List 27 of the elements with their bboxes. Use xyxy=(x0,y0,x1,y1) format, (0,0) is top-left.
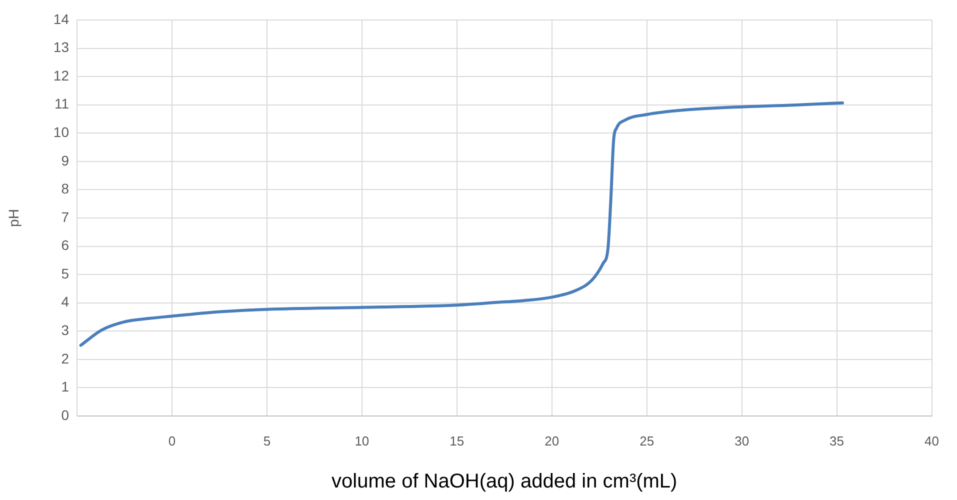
y-tick-label: 14 xyxy=(53,10,70,27)
x-tick-label: 25 xyxy=(640,433,654,448)
line-series xyxy=(79,101,844,347)
x-tick-label: 30 xyxy=(734,433,750,448)
y-tick-label: 10 xyxy=(53,124,70,140)
y-tick-label: 12 xyxy=(53,67,70,84)
x-tick-label: 10 xyxy=(354,433,370,448)
x-tick-label: 0 xyxy=(168,433,176,448)
y-axis-title: pH xyxy=(5,209,22,227)
x-tick-label: 35 xyxy=(830,433,844,448)
y-tick-label: 0 xyxy=(61,406,70,423)
x-tick-label: 40 xyxy=(924,433,940,448)
x-axis-title: volume of NaOH(aq) added in cm³(mL) xyxy=(332,470,678,493)
y-tick-label: 4 xyxy=(61,294,70,310)
y-tick-label: 8 xyxy=(61,180,70,197)
y-tick-label: 5 xyxy=(61,265,70,282)
x-tick-label: 15 xyxy=(450,433,464,448)
y-tick-label: 1 xyxy=(61,378,70,395)
y-tick-label: 11 xyxy=(54,96,70,112)
y-tick-label: 3 xyxy=(61,322,70,338)
y-tick-label: 6 xyxy=(61,237,70,254)
y-tick-label: 9 xyxy=(61,152,70,168)
x-tick-label: 5 xyxy=(263,433,271,448)
y-tick-label: 13 xyxy=(53,39,70,56)
x-tick-label: 20 xyxy=(544,433,560,448)
y-tick-label: 2 xyxy=(61,350,70,366)
y-tick-label: 7 xyxy=(61,208,70,225)
